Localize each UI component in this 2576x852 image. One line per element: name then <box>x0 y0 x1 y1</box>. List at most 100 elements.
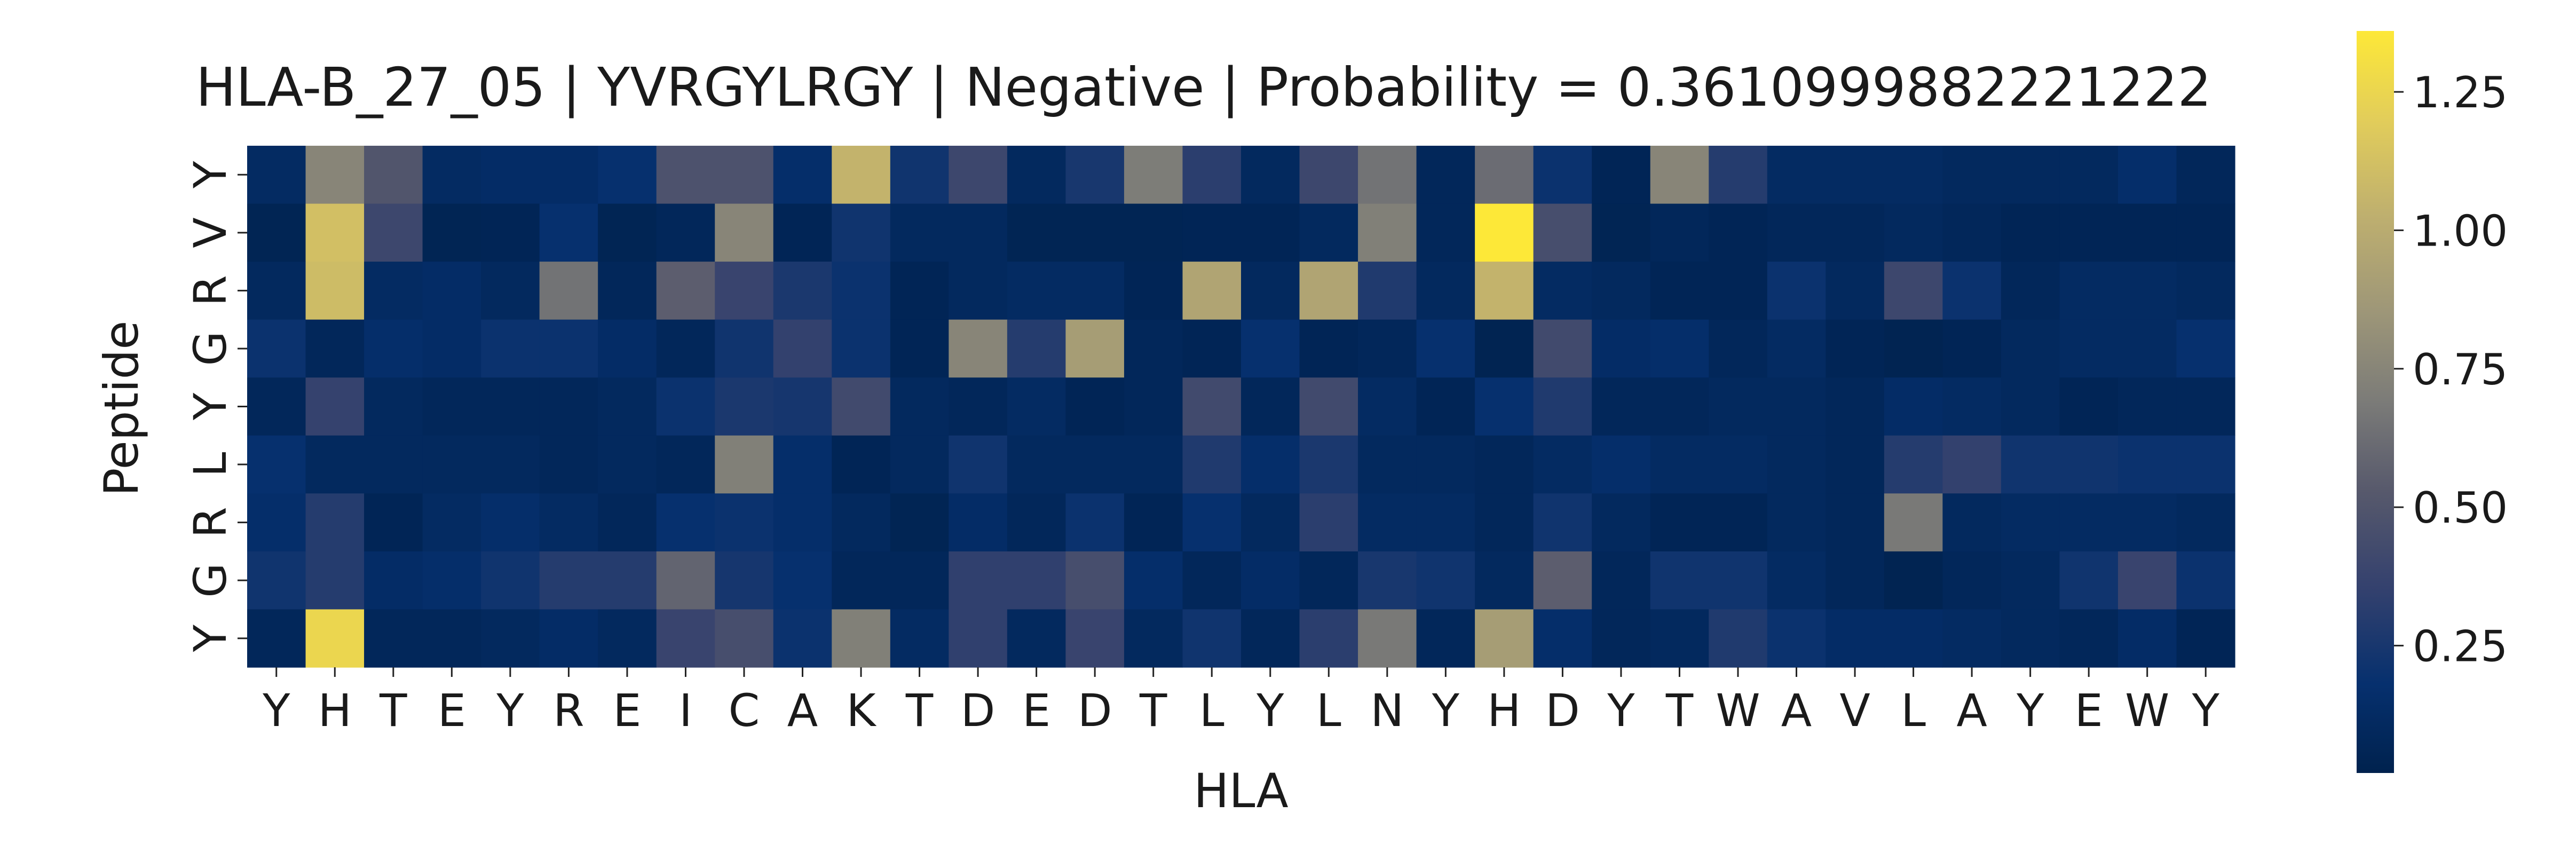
heatmap-cell <box>1709 493 1767 551</box>
heatmap-cell <box>890 262 949 320</box>
heatmap-cell <box>1534 320 1592 378</box>
x-tick-label: Y <box>2016 684 2044 737</box>
heatmap-cell <box>1534 262 1592 320</box>
heatmap-cell <box>1650 204 1709 262</box>
heatmap-cell <box>1300 262 1358 320</box>
heatmap-cell <box>1182 146 1241 204</box>
heatmap-cell <box>1007 204 1066 262</box>
heatmap-cell <box>1182 493 1241 551</box>
heatmap-cell <box>773 436 832 494</box>
heatmap-cell <box>1475 146 1534 204</box>
x-tick-label: L <box>1901 684 1926 737</box>
heatmap-cell <box>1884 609 1943 667</box>
heatmap-cell <box>1592 436 1650 494</box>
heatmap-cell <box>949 493 1007 551</box>
heatmap-cell <box>598 551 657 610</box>
heatmap-cell <box>832 262 890 320</box>
colorbar-tick-label: 0.25 <box>2413 621 2508 671</box>
x-tick-label: T <box>905 684 934 737</box>
heatmap-cell <box>1182 204 1241 262</box>
heatmap-cell <box>1358 262 1417 320</box>
heatmap-cell <box>1065 609 1124 667</box>
heatmap-cell <box>1884 262 1943 320</box>
heatmap-cell <box>1475 204 1534 262</box>
x-tick-label: T <box>379 684 407 737</box>
y-tick-label: Y <box>184 161 236 189</box>
heatmap-cell <box>949 377 1007 436</box>
x-tick-label: H <box>1487 684 1521 737</box>
heatmap-cell <box>1592 146 1650 204</box>
heatmap-cell <box>306 609 365 667</box>
heatmap-cell <box>1709 551 1767 610</box>
heatmap-cell <box>247 146 306 204</box>
heatmap-cell <box>1475 436 1534 494</box>
y-tick-label: R <box>184 275 236 306</box>
heatmap-cell <box>1826 377 1884 436</box>
chart-title: HLA-B_27_05 | YVRGYLRGY | Negative | Pro… <box>196 56 2211 119</box>
heatmap-cell <box>540 377 598 436</box>
heatmap-cell <box>306 551 365 610</box>
heatmap-cell <box>306 320 365 378</box>
x-tick-label: Y <box>1607 684 1635 737</box>
heatmap-cell <box>2059 551 2118 610</box>
heatmap-cell <box>1417 377 1475 436</box>
heatmap-cell <box>1650 320 1709 378</box>
heatmap-cell <box>715 436 773 494</box>
heatmap-cell <box>423 436 481 494</box>
heatmap-cell <box>481 146 540 204</box>
heatmap-cell <box>1709 436 1767 494</box>
heatmap-cell <box>2059 320 2118 378</box>
heatmap-cell <box>1124 204 1183 262</box>
heatmap-cell <box>1826 551 1884 610</box>
heatmap-cell <box>1300 204 1358 262</box>
heatmap-cell <box>1942 262 2001 320</box>
x-tick-label: W <box>2125 684 2169 737</box>
x-tick-label: L <box>1199 684 1224 737</box>
heatmap-cell <box>1007 493 1066 551</box>
heatmap-cell <box>1124 609 1183 667</box>
heatmap-cell <box>247 551 306 610</box>
heatmap-cell <box>1124 262 1183 320</box>
heatmap-cell <box>364 320 423 378</box>
heatmap-cell <box>2118 609 2177 667</box>
heatmap-cell <box>1182 320 1241 378</box>
heatmap-cell <box>1942 204 2001 262</box>
heatmap-cell <box>2001 609 2060 667</box>
x-axis-label: HLA <box>1194 763 1288 818</box>
heatmap-cell <box>306 262 365 320</box>
heatmap-cell <box>481 609 540 667</box>
heatmap-cell <box>1884 493 1943 551</box>
colorbar-tick-label: 1.00 <box>2413 206 2508 256</box>
heatmap-cell <box>1767 493 1826 551</box>
x-tick-label: I <box>679 684 692 737</box>
heatmap-cell <box>1884 146 1943 204</box>
heatmap-cell <box>540 262 598 320</box>
heatmap-cell <box>540 493 598 551</box>
heatmap-cell <box>1475 609 1534 667</box>
heatmap-cell <box>306 204 365 262</box>
heatmap-cell <box>306 146 365 204</box>
heatmap-cell <box>657 320 715 378</box>
heatmap-cell <box>1826 436 1884 494</box>
heatmap-cell <box>1007 377 1066 436</box>
heatmap-cell <box>1007 320 1066 378</box>
heatmap-cell <box>657 262 715 320</box>
heatmap-cell <box>715 320 773 378</box>
heatmap-cell <box>1650 436 1709 494</box>
heatmap-cell <box>423 609 481 667</box>
heatmap-cell <box>423 377 481 436</box>
heatmap-cell <box>1358 377 1417 436</box>
heatmap-cell <box>773 551 832 610</box>
heatmap-cell <box>1592 262 1650 320</box>
heatmap-cell <box>2118 320 2177 378</box>
colorbar-tick-label: 0.75 <box>2413 345 2508 395</box>
heatmap-cell <box>247 320 306 378</box>
heatmap-cell <box>1300 493 1358 551</box>
x-tick-label: D <box>1078 684 1112 737</box>
x-tick-label: A <box>1956 684 1987 737</box>
heatmap-cell <box>2059 609 2118 667</box>
y-tick-label: R <box>184 507 236 538</box>
y-tick-label: L <box>184 452 236 477</box>
